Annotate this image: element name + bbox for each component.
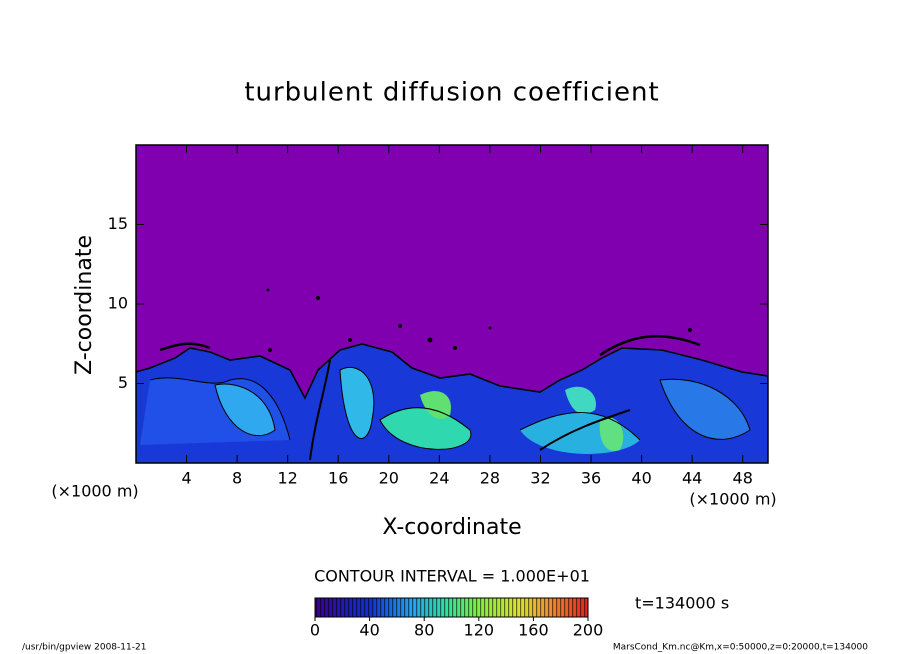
x-tick-label: 24	[429, 469, 449, 488]
x-tick-label: 28	[480, 469, 500, 488]
x-tick-label: 44	[682, 469, 702, 488]
x-tick-label: 16	[328, 469, 348, 488]
x-axis-label: X-coordinate	[382, 515, 521, 540]
y-unit-label: (×1000 m)	[51, 482, 138, 501]
x-tick-label: 8	[232, 469, 242, 488]
x-tick-label: 20	[379, 469, 399, 488]
chart-title: turbulent diffusion coefficient	[244, 78, 659, 108]
y-tick-label: 5	[118, 373, 128, 392]
contour-interval: CONTOUR INTERVAL = 1.000E+01	[314, 567, 590, 586]
colorbar-tick-label: 0	[310, 621, 320, 640]
contour-field	[136, 145, 768, 463]
colorbar-tick-label: 200	[573, 621, 604, 640]
y-axis-label: Z-coordinate	[72, 235, 97, 375]
colorbar-levels	[315, 598, 588, 617]
colorbar-tick-label: 160	[518, 621, 549, 640]
footer-right: MarsCond_Km.nc@Km,x=0:50000,z=0:20000,t=…	[613, 643, 868, 653]
x-tick-label: 36	[581, 469, 601, 488]
x-tick-label: 40	[631, 469, 651, 488]
time-label: t=134000 s	[635, 594, 729, 613]
footer-left: /usr/bin/gpview 2008-11-21	[22, 643, 146, 653]
colorbar-tick-label: 80	[414, 621, 434, 640]
x-tick-label: 48	[733, 469, 753, 488]
colorbar-tick-label: 120	[464, 621, 495, 640]
y-tick-label: 10	[108, 294, 128, 313]
colorbar-frame	[314, 597, 589, 618]
x-unit-label: (×1000 m)	[689, 490, 776, 509]
x-tick-label: 12	[278, 469, 298, 488]
colorbar-tick-label: 40	[359, 621, 379, 640]
x-tick-label: 32	[530, 469, 550, 488]
y-tick-label: 15	[108, 214, 128, 233]
x-tick-label: 4	[181, 469, 191, 488]
